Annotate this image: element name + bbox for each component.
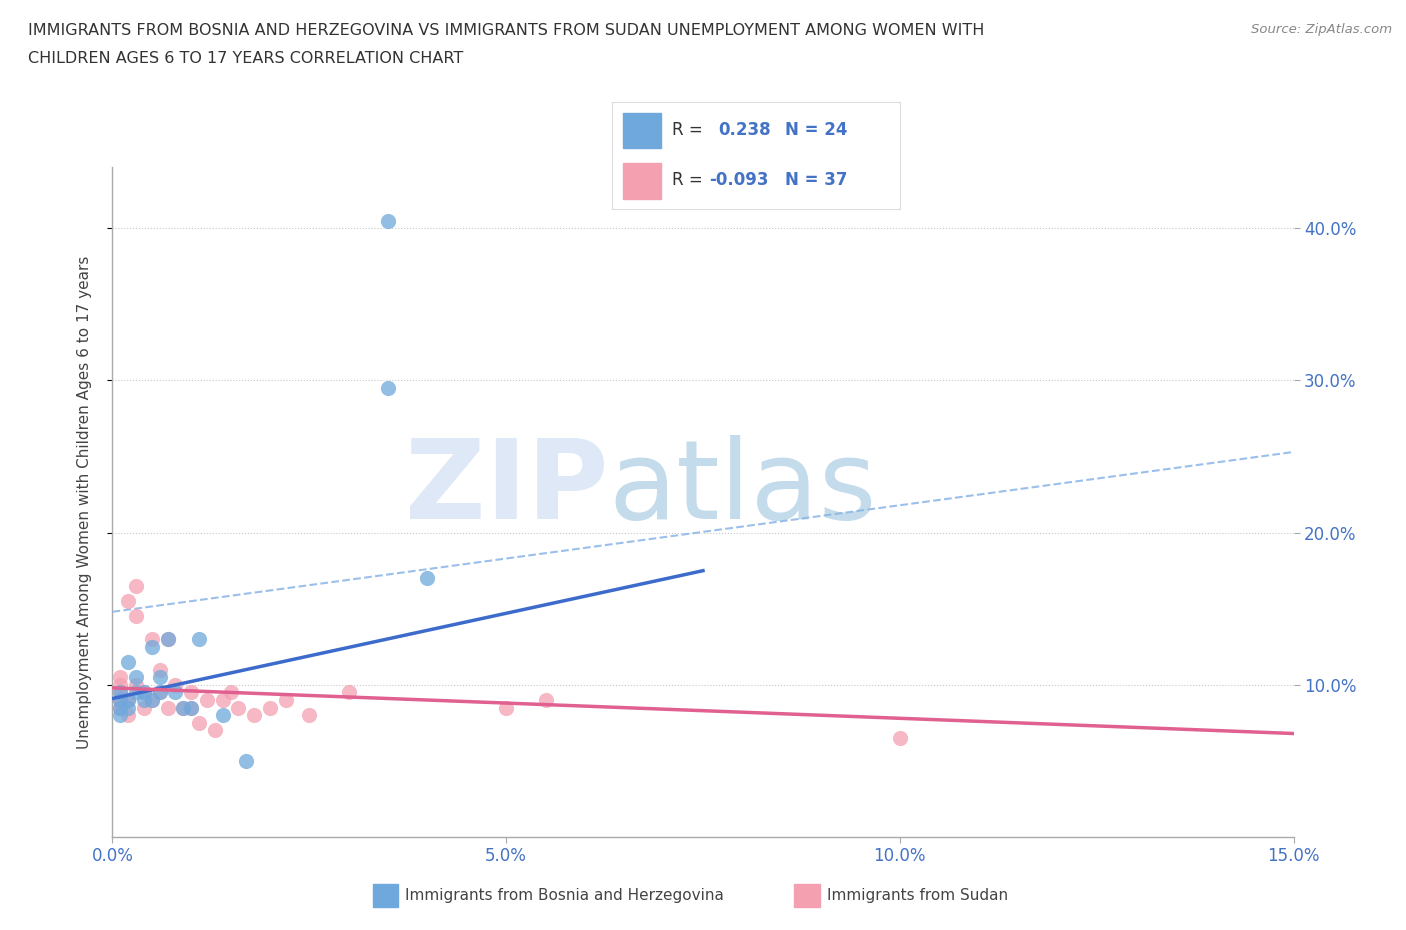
Point xyxy=(110,700,132,715)
Point xyxy=(110,708,132,723)
Point xyxy=(156,631,179,646)
Text: N = 24: N = 24 xyxy=(785,121,846,140)
Point xyxy=(259,700,281,715)
Point xyxy=(211,708,233,723)
Point xyxy=(298,708,321,723)
Y-axis label: Unemployment Among Women with Children Ages 6 to 17 years: Unemployment Among Women with Children A… xyxy=(77,256,91,749)
Point xyxy=(117,700,139,715)
Point xyxy=(156,700,179,715)
Point xyxy=(125,609,148,624)
Point xyxy=(110,700,132,715)
Point xyxy=(117,655,139,670)
Point xyxy=(204,723,226,737)
Point xyxy=(188,631,211,646)
Point xyxy=(110,677,132,692)
Point xyxy=(534,693,557,708)
Point xyxy=(149,685,172,700)
Point xyxy=(377,380,399,395)
Point xyxy=(889,731,911,746)
Point xyxy=(165,677,187,692)
Point xyxy=(125,578,148,593)
Point xyxy=(188,715,211,730)
Point xyxy=(132,685,155,700)
Point xyxy=(110,685,132,700)
Point xyxy=(172,700,194,715)
Text: ZIP: ZIP xyxy=(405,435,609,542)
Point xyxy=(219,685,242,700)
Point xyxy=(495,700,517,715)
Point xyxy=(125,685,148,700)
Point xyxy=(132,693,155,708)
Text: IMMIGRANTS FROM BOSNIA AND HERZEGOVINA VS IMMIGRANTS FROM SUDAN UNEMPLOYMENT AMO: IMMIGRANTS FROM BOSNIA AND HERZEGOVINA V… xyxy=(28,23,984,38)
Point xyxy=(228,700,250,715)
Point xyxy=(125,670,148,684)
Point xyxy=(165,685,187,700)
Point xyxy=(117,693,139,708)
Point xyxy=(110,693,132,708)
Text: atlas: atlas xyxy=(609,435,877,542)
Point xyxy=(110,693,132,708)
Point xyxy=(117,693,139,708)
Point xyxy=(211,693,233,708)
Point xyxy=(141,639,163,654)
Text: N = 37: N = 37 xyxy=(785,171,846,190)
Point xyxy=(110,685,132,700)
Text: 0.238: 0.238 xyxy=(718,121,770,140)
Text: R =: R = xyxy=(672,121,709,140)
Text: Immigrants from Bosnia and Herzegovina: Immigrants from Bosnia and Herzegovina xyxy=(405,888,724,903)
Bar xyxy=(623,113,661,148)
Point xyxy=(117,708,139,723)
Point xyxy=(172,700,194,715)
Point xyxy=(337,685,360,700)
Point xyxy=(180,700,202,715)
Point xyxy=(117,593,139,608)
Point xyxy=(149,662,172,677)
Point xyxy=(110,670,132,684)
Point xyxy=(149,670,172,684)
Point xyxy=(377,213,399,228)
Text: Immigrants from Sudan: Immigrants from Sudan xyxy=(827,888,1008,903)
Point xyxy=(141,631,163,646)
Text: CHILDREN AGES 6 TO 17 YEARS CORRELATION CHART: CHILDREN AGES 6 TO 17 YEARS CORRELATION … xyxy=(28,51,464,66)
Point xyxy=(195,693,218,708)
Bar xyxy=(623,164,661,199)
Point xyxy=(141,693,163,708)
Point xyxy=(149,685,172,700)
Text: Source: ZipAtlas.com: Source: ZipAtlas.com xyxy=(1251,23,1392,36)
Point xyxy=(132,685,155,700)
Text: -0.093: -0.093 xyxy=(710,171,769,190)
Point xyxy=(132,700,155,715)
Point xyxy=(416,571,439,586)
Point xyxy=(141,693,163,708)
Point xyxy=(125,677,148,692)
Point xyxy=(180,700,202,715)
Point xyxy=(180,685,202,700)
Point xyxy=(235,753,257,768)
Point xyxy=(243,708,266,723)
Point xyxy=(156,631,179,646)
Point xyxy=(274,693,297,708)
Text: R =: R = xyxy=(672,171,709,190)
